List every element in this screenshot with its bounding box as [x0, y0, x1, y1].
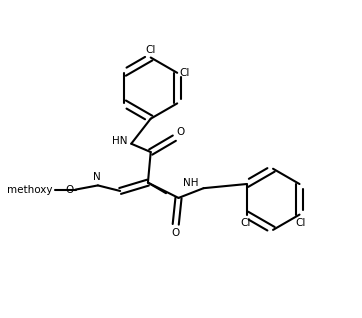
Text: Cl: Cl — [180, 68, 190, 78]
Text: N: N — [93, 172, 100, 182]
Text: Cl: Cl — [296, 218, 306, 228]
Text: O: O — [65, 184, 73, 195]
Text: Cl: Cl — [240, 218, 251, 228]
Text: Cl: Cl — [146, 45, 156, 55]
Text: O: O — [177, 127, 185, 137]
Text: methoxy: methoxy — [7, 184, 52, 195]
Text: NH: NH — [183, 178, 199, 188]
Text: HN: HN — [111, 136, 127, 146]
Text: O: O — [172, 228, 180, 238]
